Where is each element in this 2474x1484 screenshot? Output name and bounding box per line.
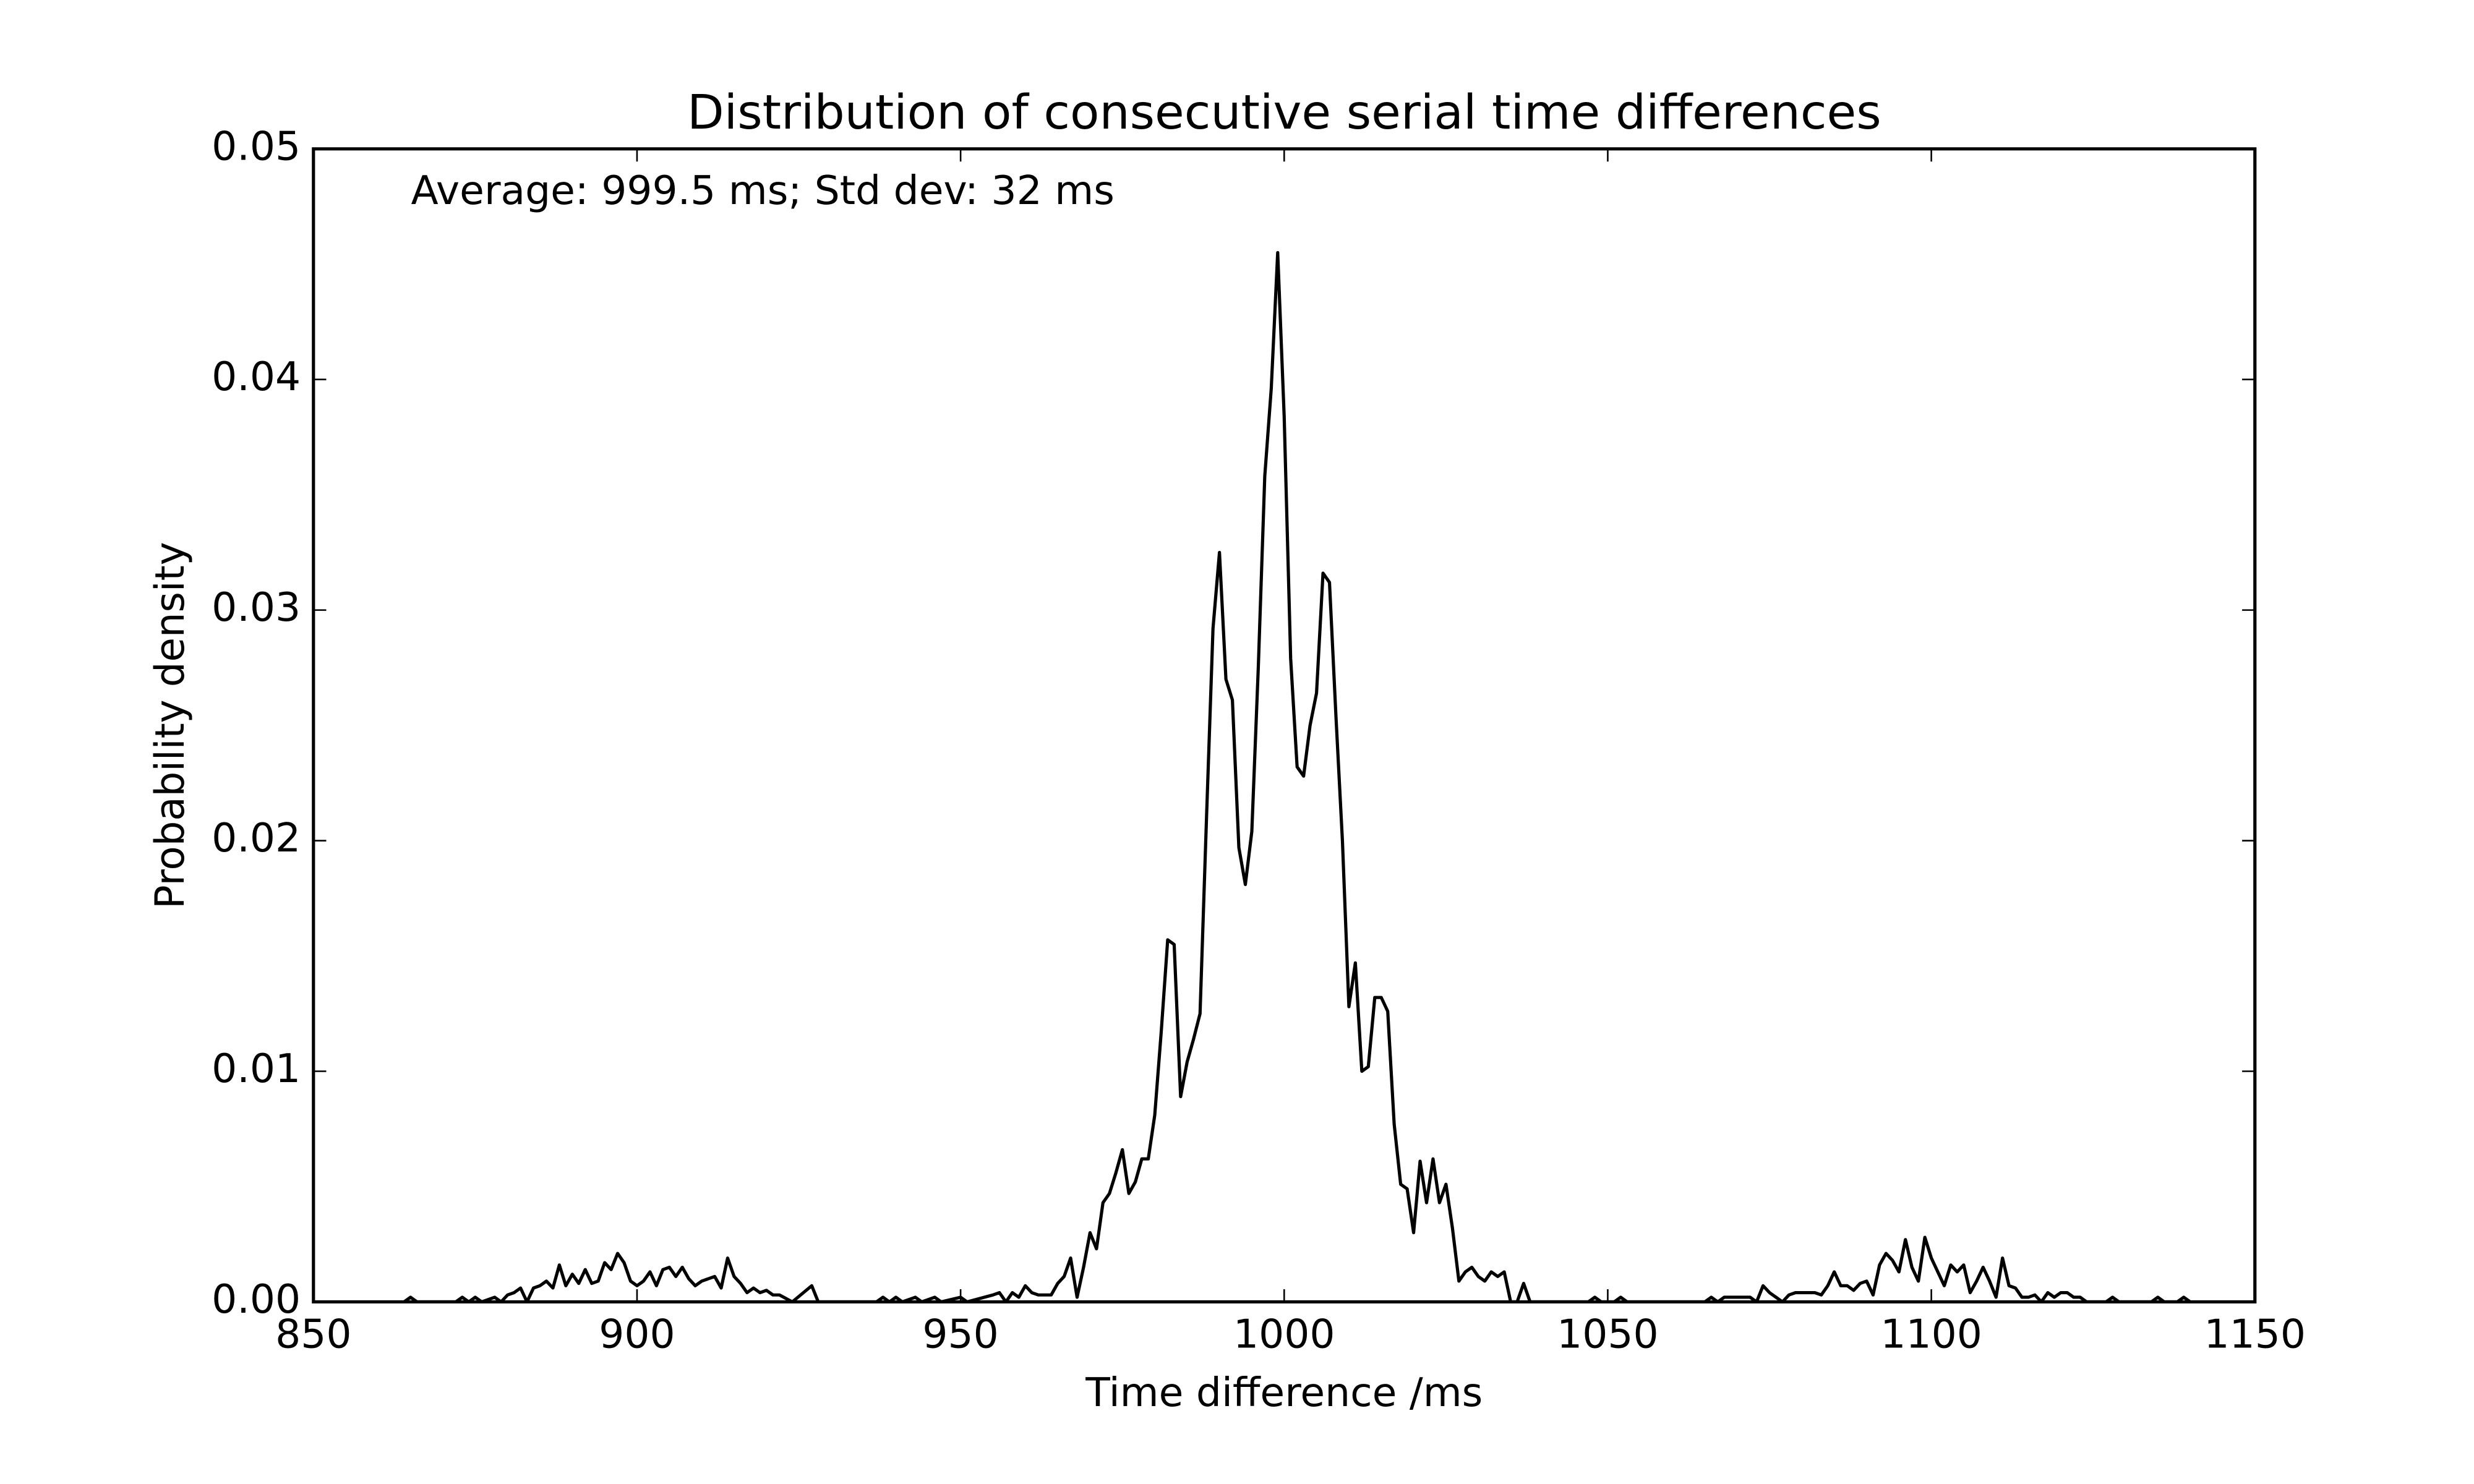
x-tick-label: 900 — [599, 1311, 675, 1358]
y-tick-label: 0.04 — [212, 354, 301, 400]
x-tick-label: 1000 — [1233, 1311, 1335, 1358]
y-tick-label: 0.03 — [212, 584, 301, 631]
y-tick-label: 0.05 — [212, 124, 301, 170]
x-tick-label: 950 — [922, 1311, 998, 1358]
x-tick-label: 1050 — [1557, 1311, 1658, 1358]
y-tick-label: 0.00 — [212, 1276, 301, 1323]
x-tick-label: 850 — [275, 1311, 351, 1358]
data-line — [403, 251, 2191, 1304]
y-axis-label: Probability density — [147, 542, 194, 909]
x-tick-label: 1150 — [2204, 1311, 2306, 1358]
y-tick-label: 0.01 — [212, 1046, 301, 1092]
y-tick-label: 0.02 — [212, 815, 301, 861]
x-tick-label: 1100 — [1880, 1311, 1982, 1358]
plot-frame — [312, 147, 2257, 1304]
x-axis-label: Time difference /ms — [1085, 1370, 1483, 1416]
annotation: Average: 999.5 ms; Std dev: 32 ms — [411, 168, 1115, 214]
chart-title: Distribution of consecutive serial time … — [687, 85, 1881, 140]
